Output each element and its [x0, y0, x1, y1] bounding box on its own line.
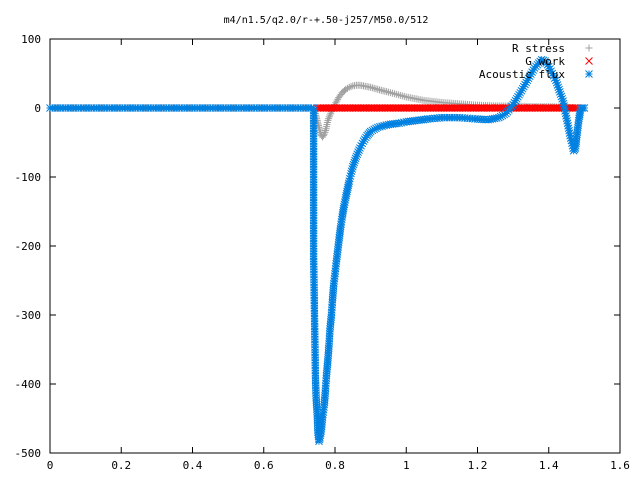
axis-ticks — [49, 38, 621, 454]
legend-marker — [585, 70, 593, 78]
data-point — [345, 83, 353, 91]
data-point — [343, 84, 351, 92]
data-point — [342, 85, 350, 93]
y-tick-label: -200 — [15, 240, 42, 253]
legend-label: R stress — [512, 42, 565, 55]
x-tick-label: 0.4 — [183, 459, 203, 472]
data-point — [325, 115, 333, 123]
data-point — [333, 97, 341, 105]
data-point — [370, 84, 378, 92]
x-tick-label: 1 — [403, 459, 410, 472]
legend-marker — [585, 44, 593, 52]
y-tick-label: -300 — [15, 309, 42, 322]
y-tick-label: -500 — [15, 447, 42, 460]
x-axis-tick-labels: 0 0.2 0.4 0.6 0.8 1 1.2 1.4 1.6 — [47, 459, 630, 472]
data-point — [324, 116, 332, 124]
legend-label: Acoustic flux — [479, 68, 565, 81]
legend-marker — [585, 57, 593, 65]
series-layer — [46, 55, 589, 446]
y-axis-tick-labels: 100 0 -100 -200 -300 -400 -500 — [15, 33, 42, 460]
x-tick-label: 1.4 — [539, 459, 559, 472]
legend-label: G work — [525, 55, 565, 68]
data-point — [325, 113, 333, 121]
data-point — [515, 90, 523, 99]
data-point — [368, 84, 376, 92]
data-point — [326, 111, 334, 119]
y-tick-label: -400 — [15, 378, 42, 391]
data-point — [319, 132, 327, 140]
chart-title: m4/n1.5/q2.0/r-+.50-j257/M50.0/512 — [224, 15, 429, 26]
x-tick-label: 0 — [47, 459, 54, 472]
x-tick-label: 1.2 — [468, 459, 488, 472]
x-tick-label: 1.6 — [610, 459, 630, 472]
series-g-work — [313, 104, 582, 112]
y-tick-label: 0 — [34, 102, 41, 115]
data-point — [347, 83, 355, 91]
y-tick-label: 100 — [21, 33, 41, 46]
x-tick-label: 0.8 — [325, 459, 345, 472]
data-point — [372, 85, 380, 93]
data-point — [372, 124, 380, 133]
data-point — [544, 62, 553, 71]
x-tick-label: 0.6 — [254, 459, 274, 472]
series-acoustic-flux — [46, 55, 589, 446]
y-tick-label: -100 — [15, 171, 42, 184]
x-tick-label: 0.2 — [111, 459, 131, 472]
data-point — [367, 83, 375, 91]
data-point — [570, 104, 578, 112]
data-point — [580, 104, 589, 112]
